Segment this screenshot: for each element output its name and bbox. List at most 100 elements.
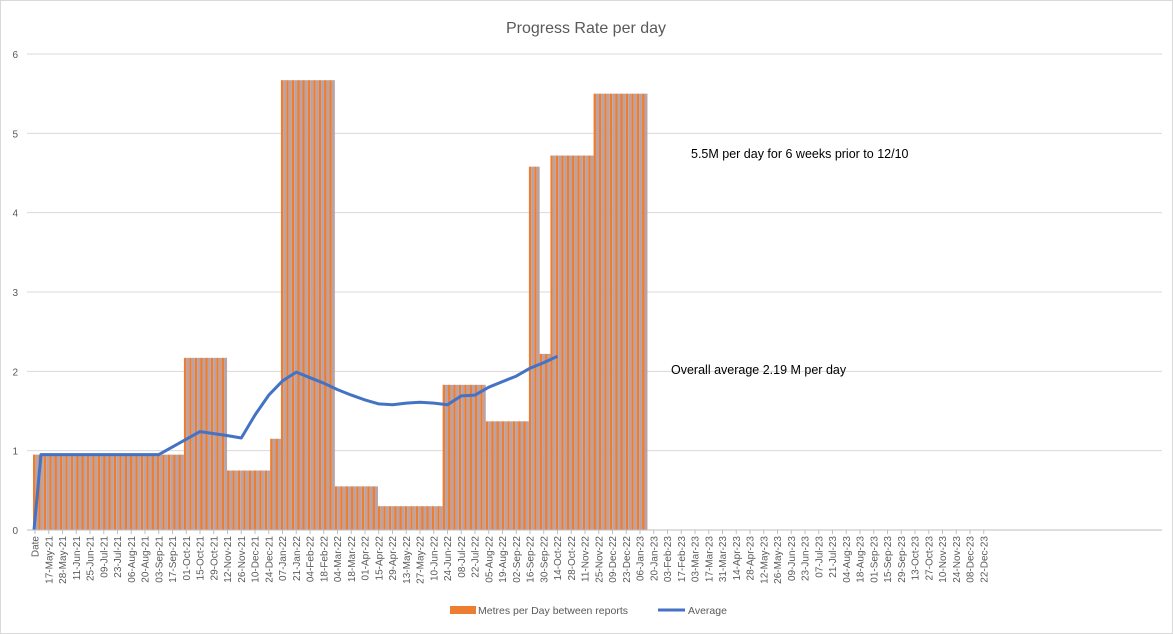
x-tick-label: 06-Aug-21 bbox=[127, 536, 138, 583]
bar bbox=[140, 454, 144, 530]
bar bbox=[431, 506, 435, 530]
bar-gap-shade bbox=[137, 454, 141, 530]
x-tick-label: 15-Sep-23 bbox=[883, 536, 894, 583]
bar-gap-shade bbox=[380, 506, 384, 530]
x-tick-label: 27-May-22 bbox=[416, 536, 427, 584]
bar bbox=[642, 93, 645, 531]
bar bbox=[582, 155, 586, 530]
bar-gap-shade bbox=[385, 506, 389, 530]
bar bbox=[572, 155, 575, 530]
bar bbox=[291, 80, 295, 531]
x-tick-label: 04-Feb-22 bbox=[306, 536, 317, 583]
y-tick-label: 2 bbox=[12, 367, 18, 378]
legend-label-bars: Metres per Day between reports bbox=[478, 605, 628, 617]
x-tick-label: 22-Jul-22 bbox=[471, 536, 482, 578]
bar-gap-shade bbox=[525, 421, 529, 530]
bar bbox=[577, 155, 580, 530]
x-tick-label: Date bbox=[31, 536, 42, 558]
x-tick-label: 26-May-23 bbox=[773, 536, 784, 584]
bar bbox=[275, 438, 278, 530]
bar bbox=[200, 357, 203, 530]
annotation-recent-rate: 5.5M per day for 6 weeks prior to 12/10 bbox=[691, 147, 909, 161]
bar-gap-shade bbox=[283, 80, 287, 531]
bar bbox=[615, 93, 618, 531]
bar-gap-shade bbox=[315, 80, 319, 531]
x-tick-label: 13-May-22 bbox=[402, 536, 413, 584]
x-tick-label: 09-Jul-21 bbox=[99, 536, 110, 578]
bar-gap-shade bbox=[191, 357, 195, 530]
bar-gap-shade bbox=[617, 93, 621, 531]
bar-gap-shade bbox=[56, 454, 60, 530]
x-tick-label: 29-Oct-21 bbox=[209, 536, 220, 581]
x-tick-label: 01-Oct-21 bbox=[182, 536, 193, 581]
x-tick-label: 18-Feb-22 bbox=[319, 536, 330, 583]
x-tick-label: 24-Jun-22 bbox=[443, 536, 454, 581]
bar-gap-shade bbox=[542, 353, 546, 530]
bar bbox=[372, 486, 375, 530]
x-tick-label: 09-Dec-22 bbox=[608, 536, 619, 583]
legend-label-average: Average bbox=[688, 605, 727, 617]
bar-gap-shade bbox=[78, 454, 82, 530]
bar-gap-shade bbox=[132, 454, 136, 530]
bar bbox=[636, 93, 640, 531]
bar bbox=[33, 454, 36, 530]
bar-gap-shade bbox=[299, 80, 303, 531]
bar-gap-shade bbox=[423, 506, 427, 530]
bar-gap-shade bbox=[170, 454, 174, 530]
bar-gap-shade bbox=[536, 166, 540, 531]
x-tick-label: 17-Sep-21 bbox=[168, 536, 179, 583]
x-tick-label: 23-Dec-22 bbox=[622, 536, 633, 583]
bar-gap-shade bbox=[100, 454, 104, 530]
line-series bbox=[32, 354, 559, 531]
x-tick-label: 17-Mar-23 bbox=[704, 536, 715, 583]
bar bbox=[227, 470, 230, 530]
x-tick-label: 20-Jan-23 bbox=[649, 536, 660, 581]
bar bbox=[189, 357, 192, 530]
bar-gap-shade bbox=[224, 357, 228, 530]
bar bbox=[421, 506, 424, 530]
x-tick-label: 06-Jan-23 bbox=[636, 536, 647, 581]
bar bbox=[496, 421, 499, 530]
bar bbox=[151, 454, 154, 530]
bar-gap-shade bbox=[590, 155, 594, 530]
bar bbox=[383, 506, 386, 530]
bar bbox=[528, 166, 532, 531]
x-tick-label: 11-Nov-22 bbox=[581, 536, 592, 582]
bar-gap-shade bbox=[197, 357, 201, 530]
bar-gap-shade bbox=[62, 454, 66, 530]
bar bbox=[43, 454, 47, 530]
bar bbox=[92, 454, 95, 530]
bar bbox=[501, 421, 505, 530]
x-tick-label: 01-Apr-22 bbox=[361, 536, 372, 581]
bar-gap-shade bbox=[633, 93, 637, 531]
x-tick-label: 19-Aug-22 bbox=[498, 536, 509, 583]
x-tick-label: 03-Sep-21 bbox=[154, 536, 165, 583]
bar bbox=[205, 357, 208, 530]
x-tick-label: 30-Sep-22 bbox=[539, 536, 550, 583]
bar bbox=[507, 421, 510, 530]
bar bbox=[54, 454, 57, 530]
x-tick-label: 18-Aug-23 bbox=[856, 536, 867, 583]
x-tick-label: 07-Jan-22 bbox=[278, 536, 289, 581]
bar-gap-shade bbox=[164, 454, 168, 530]
bar bbox=[167, 454, 171, 530]
bar-gap-shade bbox=[547, 353, 551, 530]
x-tick-label: 05-Aug-22 bbox=[484, 536, 495, 583]
bar-gap-shade bbox=[353, 486, 357, 530]
bar-gap-shade bbox=[488, 421, 492, 530]
bar bbox=[156, 454, 160, 530]
bar bbox=[377, 506, 381, 530]
bar-gap-shade bbox=[601, 93, 605, 531]
bar-gap-shade bbox=[240, 470, 244, 530]
bar bbox=[334, 486, 338, 530]
bar bbox=[108, 454, 111, 530]
x-tick-label: 29-Sep-23 bbox=[897, 536, 908, 583]
bar-gap-shade bbox=[251, 470, 254, 530]
bar-gap-shade bbox=[466, 384, 470, 530]
bar-gap-shade bbox=[218, 357, 222, 530]
bar bbox=[307, 80, 311, 531]
bar-gap-shade bbox=[579, 155, 583, 530]
bar bbox=[38, 454, 41, 530]
